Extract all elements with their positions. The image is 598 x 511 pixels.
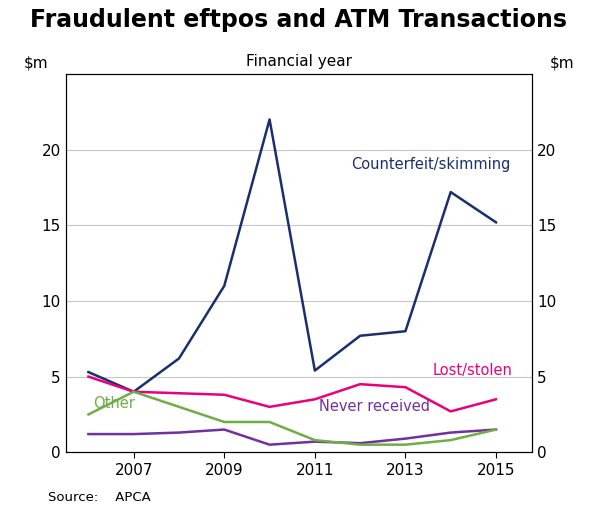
Text: Other: Other (93, 396, 135, 411)
Text: $m: $m (24, 55, 48, 71)
Text: Fraudulent eftpos and ATM Transactions: Fraudulent eftpos and ATM Transactions (30, 8, 568, 32)
Text: Never received: Never received (319, 399, 431, 414)
Text: Counterfeit/skimming: Counterfeit/skimming (351, 157, 511, 172)
Text: $m: $m (550, 55, 574, 71)
Text: Lost/stolen: Lost/stolen (432, 363, 512, 378)
Title: Financial year: Financial year (246, 54, 352, 69)
Text: Source:    APCA: Source: APCA (48, 492, 151, 504)
